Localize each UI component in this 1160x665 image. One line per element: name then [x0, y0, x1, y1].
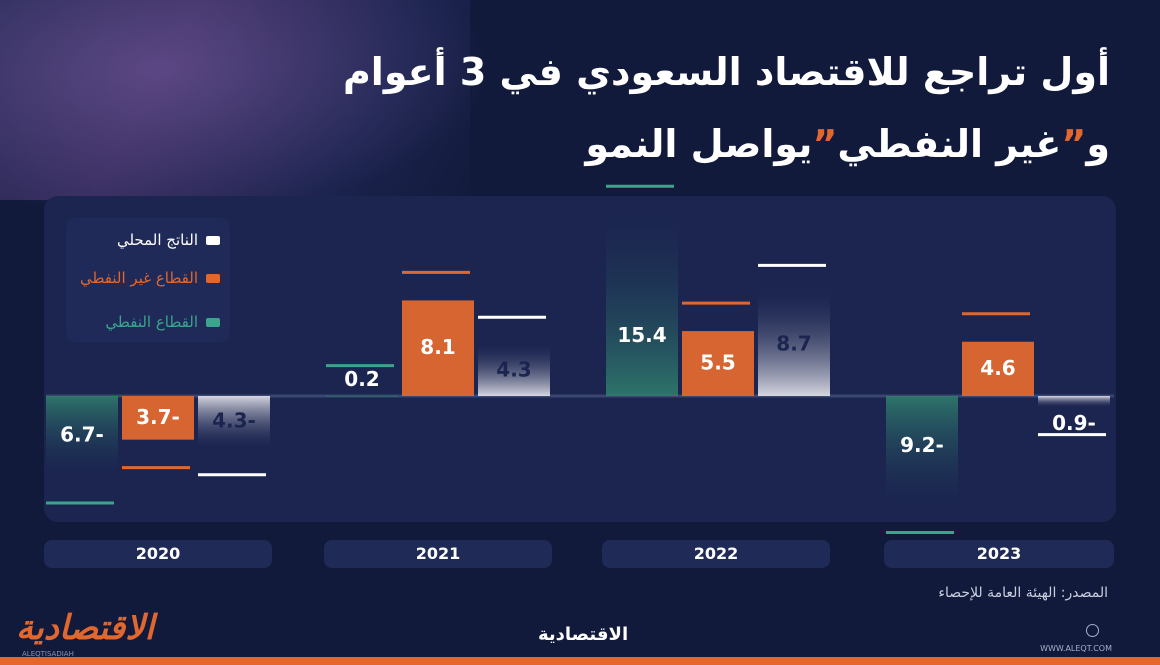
title-suffix: يواصل النمو [585, 122, 813, 166]
bar-oil-2022 [606, 214, 678, 396]
value-label-gdp-2022: 8.7 [776, 332, 811, 356]
bottom-accent-bar [0, 657, 1160, 665]
legend-item-oil: القطاع النفطي [105, 312, 220, 332]
value-label-oil-2021: 0.2 [344, 367, 379, 391]
bar-gdp-2023 [1038, 396, 1110, 407]
website-url: WWW.ALEQT.COM [1040, 644, 1112, 653]
value-label-gdp-2020: 4.3- [212, 408, 256, 432]
globe-icon [1086, 624, 1099, 637]
bar-gdp-2021 [478, 345, 550, 396]
year-label-2022: 2022 [602, 540, 830, 568]
legend-swatch-oil [206, 317, 220, 327]
legend: الناتج المحلي القطاع غير النفطي القطاع ا… [66, 218, 230, 342]
bar-gdp-2020 [198, 396, 270, 447]
title-prefix: و [1086, 122, 1110, 166]
title-quote-close: ” [812, 122, 838, 166]
center-logo: الاقتصادية [538, 624, 629, 645]
source-note: المصدر: الهيئة العامة للإحصاء [938, 585, 1108, 601]
value-label-non_oil-2022: 5.5 [700, 351, 735, 375]
brand-logo-subtitle: ALEQTISADIAH [22, 650, 74, 658]
bar-non_oil-2020 [122, 396, 194, 440]
header-background-image [0, 0, 470, 200]
year-label-2020: 2020 [44, 540, 272, 568]
title-line-2: و”غير النفطي”يواصل النمو [585, 122, 1110, 166]
value-label-oil-2023: 9.2- [900, 433, 944, 457]
header-background-glow [0, 0, 520, 230]
bar-oil-2023 [886, 396, 958, 505]
value-label-oil-2020: 6.7- [60, 423, 104, 447]
bar-non_oil-2021 [402, 300, 474, 396]
legend-label-non-oil: القطاع غير النفطي [80, 269, 198, 287]
value-label-non_oil-2023: 4.6 [980, 356, 1015, 380]
legend-swatch-gdp [206, 235, 220, 245]
value-label-non_oil-2020: 3.7- [136, 405, 180, 429]
value-label-oil-2022: 15.4 [617, 323, 666, 347]
legend-label-gdp: الناتج المحلي [116, 231, 198, 249]
value-label-non_oil-2021: 8.1 [420, 335, 455, 359]
brand-logo: الاقتصادية [16, 608, 155, 648]
title-quote-open: ” [1061, 122, 1087, 166]
title-line-1: أول تراجع للاقتصاد السعودي في 3 أعوام [342, 50, 1110, 94]
bar-gdp-2022 [758, 293, 830, 396]
legend-item-non-oil: القطاع غير النفطي [80, 268, 220, 288]
bar-oil-2021 [326, 393, 398, 397]
year-label-2023: 2023 [884, 540, 1114, 568]
title-highlight: غير النفطي [837, 122, 1062, 166]
value-label-gdp-2023: 0.9- [1052, 411, 1096, 435]
legend-item-gdp: الناتج المحلي [117, 230, 220, 250]
legend-label-oil: القطاع النفطي [105, 313, 198, 331]
value-label-gdp-2021: 4.3 [496, 358, 531, 382]
bar-oil-2020 [46, 396, 118, 476]
year-label-2021: 2021 [324, 540, 552, 568]
legend-swatch-non-oil [206, 273, 220, 283]
bar-non_oil-2023 [962, 341, 1034, 396]
bar-non_oil-2022 [682, 331, 754, 396]
